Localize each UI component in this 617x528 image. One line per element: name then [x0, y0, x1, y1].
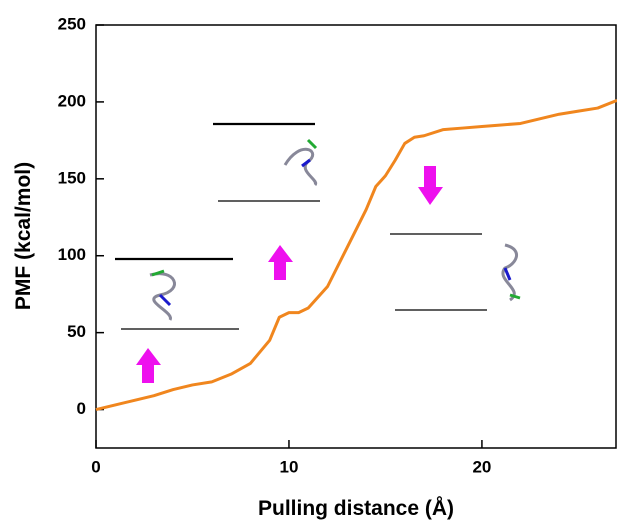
data-line [95, 98, 617, 412]
plot-frame [95, 24, 617, 449]
arrows [136, 166, 443, 383]
molecules [149, 138, 521, 321]
x-tick-label: 0 [91, 457, 100, 476]
x-axis-label: Pulling distance (Å) [258, 496, 454, 520]
y-tick-label: 100 [58, 245, 86, 264]
energy-levels [115, 122, 487, 330]
x-tick-label: 10 [280, 457, 299, 476]
y-tick-label: 200 [58, 91, 86, 110]
y-axis-label: PMF (kcal/mol) [12, 162, 35, 310]
y-tick-label: 250 [58, 14, 86, 33]
y-tick-label: 0 [77, 399, 86, 418]
x-tick-label: 20 [472, 457, 491, 476]
y-tick-label: 50 [67, 322, 86, 341]
y-tick-label: 150 [58, 168, 86, 187]
